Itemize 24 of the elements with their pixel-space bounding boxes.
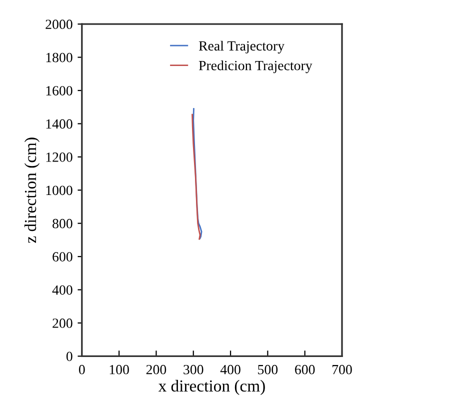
y-tick-label: 200 bbox=[52, 318, 72, 328]
y-tick-label: 1600 bbox=[46, 86, 72, 96]
x-tick-label: 600 bbox=[295, 364, 315, 374]
legend-label: Predicion Trajectory bbox=[198, 60, 312, 74]
x-tick-label: 500 bbox=[258, 364, 278, 374]
x-axis-title: x direction (cm) bbox=[158, 380, 265, 396]
y-tick-label: 1800 bbox=[46, 52, 72, 62]
y-tick-label: 2000 bbox=[46, 20, 72, 30]
line-series bbox=[192, 114, 201, 240]
x-tick-label: 100 bbox=[110, 364, 129, 374]
y-tick-label: 1400 bbox=[46, 119, 72, 129]
y-tick-label: 1000 bbox=[46, 186, 72, 196]
legend-label: Real Trajectory bbox=[198, 40, 284, 54]
x-tick-label: 700 bbox=[332, 364, 352, 374]
y-tick-label: 0 bbox=[66, 352, 72, 362]
y-tick-label: 1200 bbox=[46, 152, 72, 162]
x-tick-label: 400 bbox=[220, 364, 240, 374]
y-axis-title: z direction (cm) bbox=[24, 138, 40, 243]
x-tick-label: 300 bbox=[184, 364, 204, 374]
y-tick-label: 400 bbox=[52, 285, 72, 295]
y-tick-label: 800 bbox=[52, 218, 72, 228]
x-tick-label: 200 bbox=[146, 364, 166, 374]
x-tick-label: 0 bbox=[78, 364, 85, 374]
y-tick-label: 600 bbox=[52, 252, 72, 262]
